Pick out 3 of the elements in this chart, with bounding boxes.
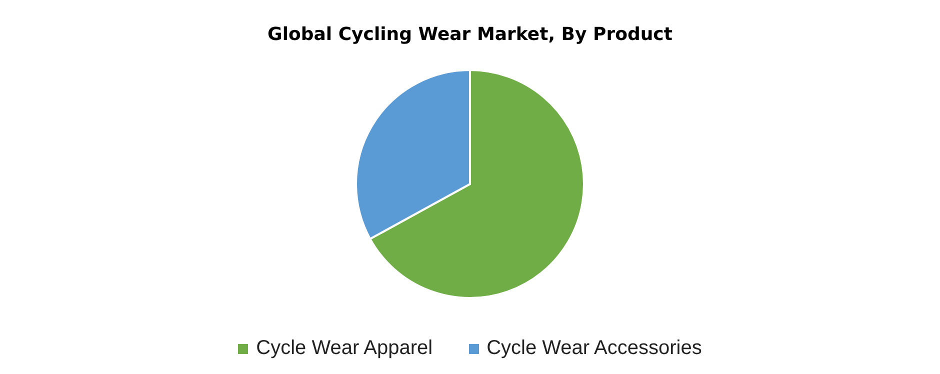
legend-label: Cycle Wear Apparel — [256, 337, 433, 360]
legend-label: Cycle Wear Accessories — [486, 337, 702, 360]
chart-title: Global Cycling Wear Market, By Product — [266, 24, 674, 45]
